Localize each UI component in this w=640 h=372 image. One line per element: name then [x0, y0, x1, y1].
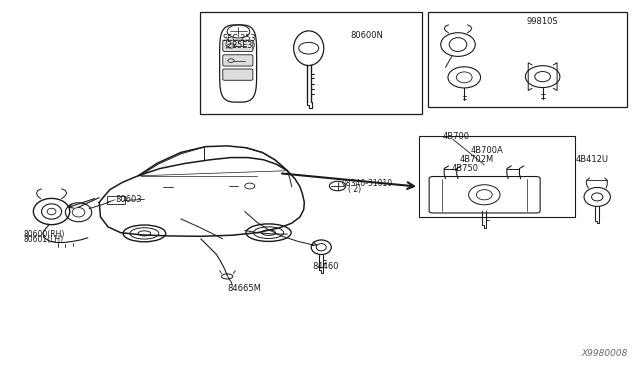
Text: 80600N: 80600N [350, 31, 383, 40]
Text: 84460: 84460 [312, 262, 339, 271]
Text: 80603: 80603 [115, 195, 141, 204]
Text: 4B700: 4B700 [442, 132, 469, 141]
FancyBboxPatch shape [223, 69, 253, 80]
Bar [200, 13, 422, 114]
Text: 4B750: 4B750 [452, 164, 479, 173]
Text: 4B702M: 4B702M [460, 155, 494, 164]
Text: SEC.253: SEC.253 [223, 34, 256, 43]
Text: 08340-31010: 08340-31010 [342, 179, 393, 187]
Text: (285E3): (285E3) [224, 41, 255, 50]
Text: 80600(RH): 80600(RH) [24, 230, 65, 238]
Text: 80601(LH): 80601(LH) [24, 235, 64, 244]
Text: 99810S: 99810S [527, 17, 559, 26]
Text: 4B412U: 4B412U [576, 155, 609, 164]
Bar [428, 13, 627, 106]
FancyBboxPatch shape [223, 40, 253, 51]
FancyBboxPatch shape [223, 55, 253, 66]
Text: 4B700A: 4B700A [470, 146, 503, 155]
Text: 84665M: 84665M [227, 284, 261, 293]
Bar [419, 136, 575, 217]
Text: ( 2): ( 2) [348, 185, 362, 194]
Text: X9980008: X9980008 [581, 349, 627, 358]
